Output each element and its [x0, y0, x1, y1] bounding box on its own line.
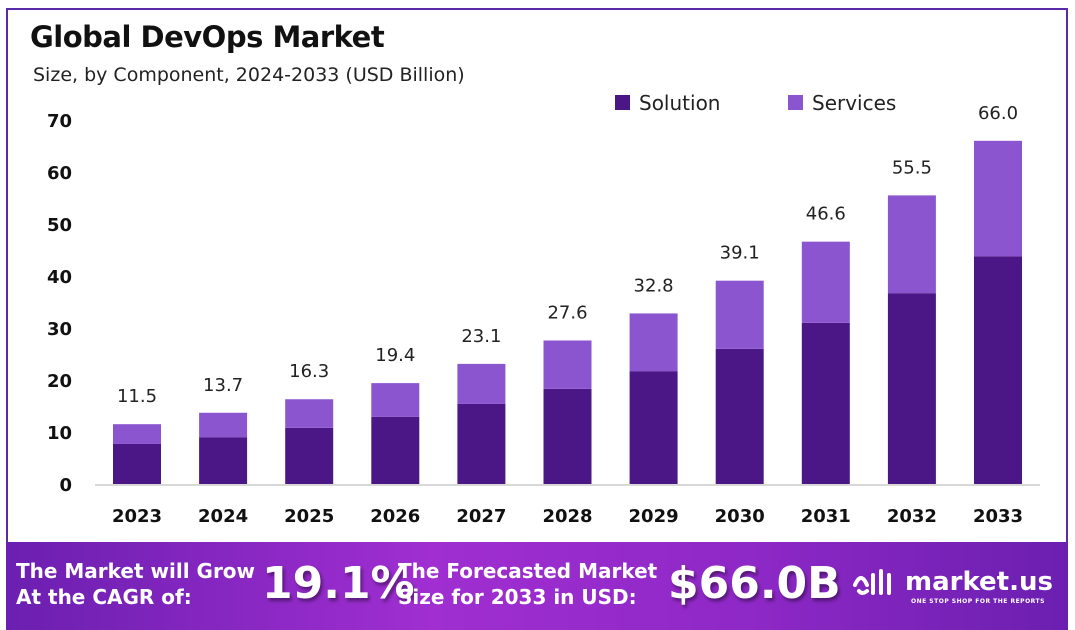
- logo-tagline: ONE STOP SHOP FOR THE REPORTS: [911, 598, 1045, 605]
- x-tick-label: 2032: [887, 506, 937, 527]
- x-tick-label: 2025: [284, 506, 334, 527]
- bar-solution-2029: [629, 371, 678, 484]
- bar-solution-2024: [199, 437, 248, 484]
- bar-solution-2026: [371, 416, 420, 484]
- bar-services-2030: [715, 280, 764, 349]
- bar-services-2028: [543, 340, 592, 389]
- cagr-label: The Market will Grow At the CAGR of:: [16, 558, 255, 610]
- legend-label-services: Services: [812, 91, 896, 115]
- y-tick-label: 20: [47, 371, 72, 392]
- bar-services-2024: [199, 412, 248, 438]
- y-tick-label: 40: [47, 267, 72, 288]
- bar-services-2026: [371, 383, 420, 417]
- forecast-label-line2: Size for 2033 in USD:: [398, 585, 637, 609]
- footer-banner: The Market will Grow At the CAGR of: 19.…: [6, 542, 1068, 630]
- bar-solution-2030: [715, 348, 764, 484]
- y-tick-label: 30: [47, 319, 72, 340]
- total-label: 11.5: [117, 386, 157, 407]
- market-us-logo: market.us ONE STOP SHOP FOR THE REPORTS: [851, 567, 1053, 605]
- forecast-label: The Forecasted Market Size for 2033 in U…: [398, 558, 657, 610]
- bar-chart: 01020304050607011.5202313.7202416.320251…: [47, 91, 1040, 527]
- total-label: 16.3: [289, 361, 329, 382]
- y-tick-label: 70: [47, 111, 72, 132]
- bar-solution-2027: [457, 403, 506, 484]
- total-label: 66.0: [978, 103, 1018, 124]
- bar-solution-2032: [887, 293, 936, 484]
- total-label: 13.7: [203, 375, 243, 396]
- total-label: 23.1: [461, 326, 501, 347]
- bar-solution-2023: [113, 443, 161, 484]
- bar-services-2031: [801, 241, 850, 323]
- total-label: 32.8: [634, 275, 674, 296]
- cagr-label-line1: The Market will Grow: [16, 559, 256, 583]
- y-tick-label: 0: [59, 475, 72, 496]
- bar-solution-2028: [543, 388, 592, 484]
- legend-swatch-solution: [615, 95, 630, 110]
- x-tick-label: 2033: [973, 506, 1023, 527]
- bar-services-2027: [457, 363, 506, 404]
- legend-label-solution: Solution: [639, 91, 720, 115]
- total-label: 27.6: [547, 302, 587, 323]
- total-label: 55.5: [892, 157, 932, 178]
- x-tick-label: 2029: [629, 506, 679, 527]
- total-label: 19.4: [375, 345, 415, 366]
- x-tick-label: 2026: [370, 506, 420, 527]
- x-tick-label: 2024: [198, 506, 248, 527]
- x-tick-label: 2023: [112, 506, 162, 527]
- chart-subtitle: Size, by Component, 2024-2033 (USD Billi…: [33, 64, 465, 86]
- cagr-value: 19.1%: [262, 558, 415, 609]
- forecast-label-line1: The Forecasted Market: [398, 559, 658, 583]
- total-label: 46.6: [806, 204, 846, 225]
- x-tick-label: 2030: [715, 506, 765, 527]
- x-tick-label: 2028: [542, 506, 592, 527]
- y-tick-label: 60: [47, 163, 72, 184]
- bar-services-2023: [113, 424, 161, 444]
- logo-text: market.us: [905, 567, 1053, 597]
- bar-services-2029: [629, 313, 678, 372]
- legend-swatch-services: [788, 95, 803, 110]
- total-label: 39.1: [720, 243, 760, 264]
- bar-services-2033: [974, 140, 1022, 257]
- bar-solution-2033: [974, 256, 1022, 484]
- x-tick-label: 2031: [801, 506, 851, 527]
- bar-services-2032: [887, 195, 936, 294]
- frame-border: [6, 8, 1068, 542]
- bar-services-2025: [285, 399, 334, 428]
- y-tick-label: 50: [47, 215, 72, 236]
- chart-title: Global DevOps Market: [30, 20, 385, 54]
- forecast-value: $66.0B: [668, 558, 841, 609]
- bar-solution-2031: [801, 322, 850, 484]
- logo-icon: [853, 569, 891, 595]
- bar-solution-2025: [285, 427, 334, 484]
- cagr-label-line2: At the CAGR of:: [16, 585, 192, 609]
- x-tick-label: 2027: [456, 506, 506, 527]
- y-tick-label: 10: [47, 423, 72, 444]
